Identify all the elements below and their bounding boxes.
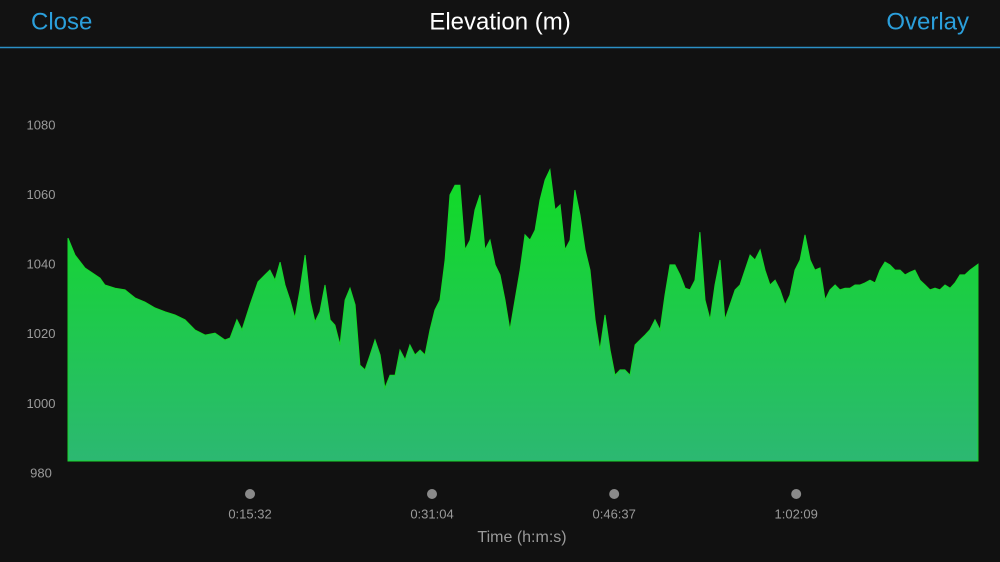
y-tick-label: 1060 — [27, 187, 56, 202]
overlay-button[interactable]: Overlay — [886, 8, 969, 35]
x-tick-label: 1:02:09 — [775, 506, 818, 521]
y-tick-label: 1020 — [27, 326, 56, 341]
y-tick-label: 1040 — [27, 257, 56, 272]
x-tick-label: 0:46:37 — [593, 506, 636, 521]
y-tick-label: 1080 — [27, 117, 56, 132]
x-tick-label: 0:31:04 — [410, 506, 453, 521]
x-tick-dot — [427, 489, 437, 499]
plot: 980 1000 1020 1040 1060 1080 0:15:32 0:31:04 0:4… — [27, 117, 979, 521]
y-tick-label: 1000 — [27, 396, 56, 411]
x-tick-dot — [245, 489, 255, 499]
header-bar — [0, 0, 1000, 47]
x-tick-dot — [791, 489, 802, 499]
x-tick-dot — [609, 489, 620, 499]
elevation-area — [67, 168, 979, 462]
x-axis-title: Time (h:m:s) — [477, 529, 566, 546]
y-tick-label: 980 — [30, 465, 52, 480]
x-tick-label: 0:15:32 — [228, 506, 271, 521]
header-title: Elevation (m) — [429, 8, 570, 35]
close-button[interactable]: Close — [31, 8, 92, 35]
